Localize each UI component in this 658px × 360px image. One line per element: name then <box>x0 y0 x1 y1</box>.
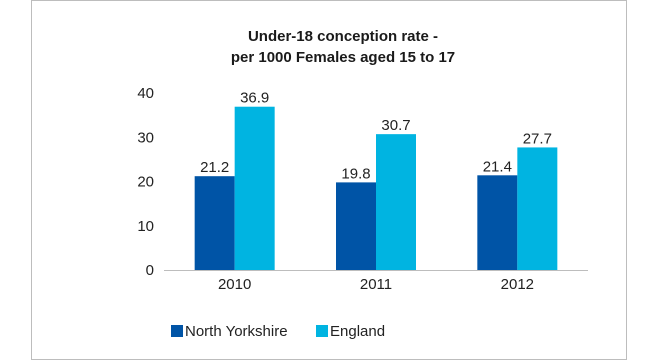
y-tick-label: 0 <box>146 262 154 279</box>
data-label: 27.7 <box>523 130 552 147</box>
y-tick-label: 10 <box>137 218 154 235</box>
data-label: 21.4 <box>483 158 512 175</box>
x-tick-label: 2011 <box>360 276 392 293</box>
legend-label: England <box>330 323 385 340</box>
y-tick-label: 30 <box>137 129 154 146</box>
data-label: 36.9 <box>240 90 269 107</box>
plot-area: 0 10 20 30 40 21.2 36.9 2010 19.8 30.7 2011 21.4 27.… <box>137 85 588 293</box>
bar-chart: Under-18 conception rate - per 1000 Fema… <box>137 28 588 340</box>
bar-england-2010 <box>234 106 275 270</box>
chart-frame: Under-18 conception rate - per 1000 Fema… <box>31 0 627 360</box>
data-label: 19.8 <box>341 165 370 182</box>
legend-label: North Yorkshire <box>185 323 288 340</box>
chart-title-line-1: Under-18 conception rate - <box>248 28 438 45</box>
bar-north-yorkshire-2012 <box>477 175 518 270</box>
x-tick-label: 2012 <box>501 276 534 293</box>
bar-england-2011 <box>376 134 416 270</box>
chart-title-line-2: per 1000 Females aged 15 to 17 <box>231 49 455 66</box>
bar-england-2012 <box>517 147 558 270</box>
data-label: 30.7 <box>381 117 410 134</box>
bar-north-yorkshire-2011 <box>336 182 376 270</box>
data-label: 21.2 <box>200 159 229 176</box>
x-tick-label: 2010 <box>218 276 251 293</box>
legend: North Yorkshire England <box>171 323 385 340</box>
y-tick-label: 40 <box>137 85 154 102</box>
legend-swatch <box>171 325 183 337</box>
legend-swatch <box>316 325 328 337</box>
y-tick-label: 20 <box>137 174 154 191</box>
bar-north-yorkshire-2010 <box>194 176 235 270</box>
